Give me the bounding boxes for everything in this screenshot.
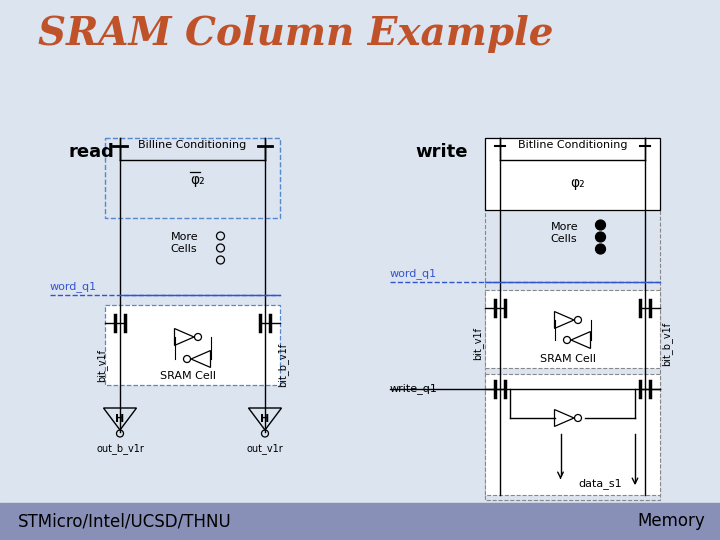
Bar [0,503,720,540]
Text: read: read [68,143,114,161]
Text: bit_v1f: bit_v1f [96,348,107,381]
Text: write: write [415,143,467,161]
Bar [105,138,280,218]
Text: bit_b_v1f: bit_b_v1f [662,322,672,366]
Text: Bitline Conditioning: Bitline Conditioning [518,140,627,150]
Text: data_s1: data_s1 [578,478,622,489]
Text: H: H [261,414,269,424]
Text: SRAM Cell: SRAM Cell [539,354,595,364]
Bar [485,138,660,500]
Text: bit_v1f: bit_v1f [472,327,483,361]
Bar [485,138,660,210]
Text: word_q1: word_q1 [390,268,437,279]
Bar [105,305,280,385]
Bar [485,290,660,368]
Text: Billine Conditioning: Billine Conditioning [138,140,247,150]
Text: bit_b_v1f: bit_b_v1f [277,343,289,387]
Text: SRAM Column Example: SRAM Column Example [38,15,554,53]
Text: More
Cells: More Cells [171,232,198,254]
Circle shape [595,232,606,242]
Text: STMicro/Intel/UCSD/THNU: STMicro/Intel/UCSD/THNU [18,512,232,530]
Circle shape [595,244,606,254]
Text: Memory: Memory [637,512,705,530]
Text: φ₂: φ₂ [190,173,204,187]
Text: SRAM Cell: SRAM Cell [160,371,215,381]
Text: out_v1r: out_v1r [247,443,284,454]
Bar [485,374,660,495]
Text: write_q1: write_q1 [390,383,438,394]
Text: More
Cells: More Cells [551,222,578,244]
Text: out_b_v1r: out_b_v1r [96,443,144,454]
Text: φ₂: φ₂ [570,176,585,190]
Text: word_q1: word_q1 [50,281,97,292]
Circle shape [595,220,606,230]
Text: H: H [115,414,125,424]
